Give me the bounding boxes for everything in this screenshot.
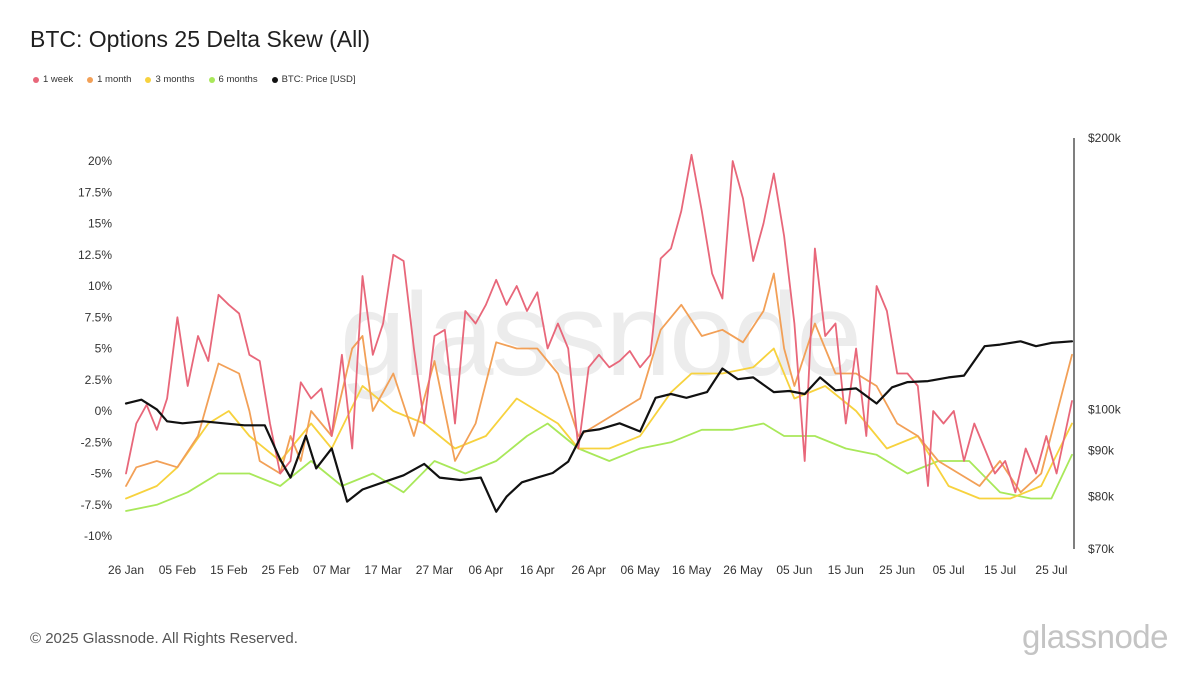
- x-tick-label: 05 Feb: [159, 563, 197, 577]
- copyright-text: © 2025 Glassnode. All Rights Reserved.: [30, 630, 298, 647]
- series-line-1-month: [125, 272, 1073, 494]
- legend-item-1-week[interactable]: 1 week: [33, 74, 73, 85]
- right-tick-label: $200k: [1088, 131, 1122, 145]
- x-tick-label: 05 Jun: [776, 563, 812, 577]
- right-tick-label: $80k: [1088, 490, 1115, 504]
- right-tick-label: $70k: [1088, 542, 1115, 556]
- legend-label: 3 months: [155, 74, 195, 85]
- legend-label: BTC: Price [USD]: [281, 74, 356, 85]
- left-tick-label: -5%: [91, 467, 113, 481]
- legend-item-3-months[interactable]: 3 months: [145, 74, 195, 85]
- chart-legend: 1 week 1 month 3 months 6 months BTC: Pr…: [33, 74, 356, 85]
- x-tick-label: 05 Jul: [933, 563, 965, 577]
- right-tick-label: $100k: [1088, 402, 1122, 416]
- left-tick-label: -10%: [84, 529, 112, 543]
- left-tick-label: 2.5%: [85, 373, 113, 387]
- left-tick-label: 0%: [95, 404, 113, 418]
- legend-dot-icon: [271, 76, 278, 83]
- left-tick-label: -7.5%: [81, 498, 113, 512]
- chart-title: BTC: Options 25 Delta Skew (All): [30, 26, 371, 52]
- legend-label: 1 week: [43, 74, 74, 85]
- legend-label: 1 month: [97, 74, 132, 85]
- left-tick-label: 10%: [88, 279, 112, 293]
- left-tick-label: -2.5%: [81, 435, 113, 449]
- legend-dot-icon: [87, 76, 94, 83]
- x-tick-label: 16 May: [672, 563, 711, 577]
- legend-item-btc-price[interactable]: BTC: Price [USD]: [271, 74, 356, 85]
- x-tick-label: 25 Feb: [262, 563, 300, 577]
- series-line-btc-price-usd: [124, 340, 1074, 513]
- left-tick-label: 17.5%: [78, 185, 112, 199]
- left-axis: -10% -7.5% -5% -2.5% 0% 2.5% 5% 7.5% 10% 12.5% 15%…: [78, 154, 112, 543]
- x-tick-label: 27 Mar: [416, 563, 453, 577]
- legend-item-6-months[interactable]: 6 months: [208, 74, 258, 85]
- x-tick-label: 06 Apr: [469, 563, 504, 577]
- x-tick-label: 07 Mar: [313, 563, 350, 577]
- right-axis: $70k $80k $90k $100k $200k: [1073, 131, 1122, 556]
- x-tick-label: 25 Jun: [879, 563, 915, 577]
- x-tick-label: 17 Mar: [364, 563, 401, 577]
- legend-dot-icon: [145, 76, 152, 83]
- left-tick-label: 20%: [88, 154, 112, 168]
- left-tick-label: 7.5%: [85, 310, 113, 324]
- legend-item-1-month[interactable]: 1 month: [87, 74, 131, 85]
- right-tick-label: $90k: [1088, 444, 1115, 458]
- x-tick-label: 06 May: [620, 563, 659, 577]
- legend-label: 6 months: [218, 74, 258, 85]
- x-tick-label: 26 May: [723, 563, 762, 577]
- x-tick-label: 26 Apr: [571, 563, 606, 577]
- watermark-text: glassnode: [340, 269, 860, 401]
- x-tick-label: 25 Jul: [1035, 563, 1067, 577]
- left-tick-label: 12.5%: [78, 248, 112, 262]
- x-tick-label: 16 Apr: [520, 563, 555, 577]
- series-layer: [124, 153, 1074, 513]
- legend-dot-icon: [33, 76, 39, 83]
- left-tick-label: 5%: [95, 342, 113, 356]
- x-tick-label: 15 Jun: [828, 563, 864, 577]
- x-tick-label: 26 Jan: [108, 563, 144, 577]
- x-axis: 26 Jan 05 Feb 15 Feb 25 Feb 07 Mar 17 Mar 27 M…: [108, 563, 1067, 577]
- left-tick-label: 15%: [88, 217, 112, 231]
- legend-dot-icon: [208, 76, 215, 83]
- x-tick-label: 15 Jul: [984, 563, 1016, 577]
- glassnode-logo: glassnode: [1022, 618, 1168, 655]
- x-tick-label: 15 Feb: [210, 563, 248, 577]
